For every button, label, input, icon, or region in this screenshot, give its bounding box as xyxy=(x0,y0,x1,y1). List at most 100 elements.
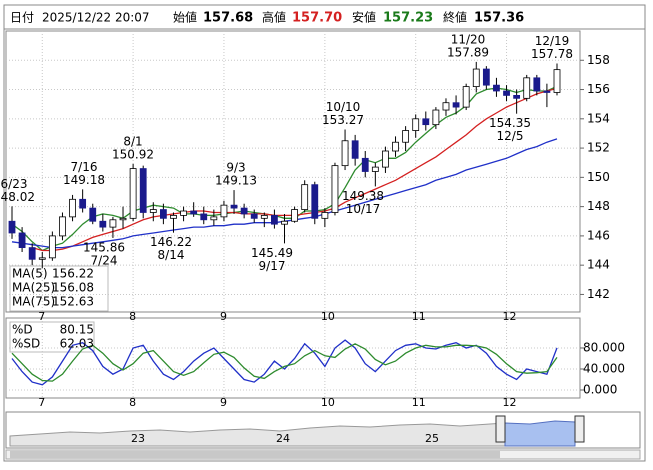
price-panel xyxy=(5,30,581,313)
legend-value: 156.08 xyxy=(52,281,94,295)
y-tick-label: 150 xyxy=(587,170,610,184)
x-tick-label: 7 xyxy=(38,396,45,409)
candle-body xyxy=(250,213,258,219)
candle-body xyxy=(382,150,389,168)
legend-value: 62.03 xyxy=(60,337,94,351)
range-handle-right[interactable] xyxy=(574,415,585,443)
candle-body xyxy=(281,220,288,225)
candle-body xyxy=(321,212,329,219)
candle-body xyxy=(472,68,480,88)
navigator-label: 24 xyxy=(276,432,290,445)
range-handle-left[interactable] xyxy=(495,415,506,443)
candle-body xyxy=(271,215,278,225)
ma-legend xyxy=(9,265,109,312)
candle-body xyxy=(129,168,137,219)
legend-name: MA(25) xyxy=(12,281,55,295)
annotation-value: 153.27 xyxy=(322,113,364,127)
close-value: 157.36 xyxy=(474,11,524,26)
candle-body xyxy=(442,102,450,111)
candle-body xyxy=(351,140,359,159)
candle-body xyxy=(533,77,541,92)
navigator-area xyxy=(9,422,506,447)
candle-body xyxy=(301,184,309,210)
annotation-date: 8/14 xyxy=(158,248,185,262)
annotation-date: 6/23 xyxy=(1,177,28,191)
candle-body xyxy=(412,118,420,131)
x-tick-label: 8 xyxy=(129,310,136,323)
low-label: 安値 xyxy=(352,10,376,25)
low-value: 157.23 xyxy=(383,11,433,26)
candle-body xyxy=(170,215,177,219)
y-tick-label: 40.000 xyxy=(583,361,625,375)
candle-body xyxy=(109,219,117,228)
annotation-date: 7/24 xyxy=(91,253,118,267)
legend-name: MA(75) xyxy=(12,295,55,309)
x-tick-label: 8 xyxy=(129,396,136,409)
high-value: 157.70 xyxy=(292,11,342,26)
candle-body xyxy=(28,247,36,260)
stoch-legend xyxy=(9,321,95,353)
scrollbar-thumb[interactable] xyxy=(10,451,500,458)
candle-body xyxy=(523,77,531,99)
candle-body xyxy=(8,220,16,234)
x-tick-label: 9 xyxy=(220,310,227,323)
candle-body xyxy=(200,213,208,221)
annotation-value: 149.13 xyxy=(215,174,257,188)
close-label: 終値 xyxy=(443,10,467,25)
annotation-value: 149.38 xyxy=(342,189,384,203)
annotation-value: 149.18 xyxy=(63,173,105,187)
annotation-date: 7/16 xyxy=(71,160,98,174)
annotation-value: 145.49 xyxy=(251,246,293,260)
candle-body xyxy=(89,207,97,222)
y-tick-label: 148 xyxy=(587,199,610,213)
candle-body xyxy=(38,257,46,260)
candle-body xyxy=(99,220,107,228)
candle-body xyxy=(260,215,268,219)
legend-value: 156.22 xyxy=(52,267,94,281)
candle-body xyxy=(543,90,551,93)
candle-body xyxy=(331,165,339,213)
series-line xyxy=(11,343,558,382)
candle-body xyxy=(371,166,379,172)
x-tick-label: 12 xyxy=(503,310,517,323)
annotation-date: 12/19 xyxy=(535,34,570,48)
x-tick-label: 10 xyxy=(321,396,335,409)
candle-body xyxy=(422,118,430,126)
annotation-date: 9/3 xyxy=(226,161,245,175)
annotation-value: 157.89 xyxy=(447,45,489,59)
date-label: 日付 xyxy=(10,11,34,25)
candle-body xyxy=(159,209,167,219)
y-tick-label: 146 xyxy=(587,228,610,242)
series-line xyxy=(11,339,558,386)
header-bar xyxy=(3,4,646,30)
open-label: 始値 xyxy=(173,10,197,25)
candle-body xyxy=(230,204,238,209)
candle-body xyxy=(180,210,187,216)
datetime: 2025/12/22 20:07 xyxy=(42,11,150,25)
candle-body xyxy=(220,204,228,218)
annotation-value: 154.35 xyxy=(489,116,531,130)
annotation-date: 11/20 xyxy=(451,32,486,46)
candle-body xyxy=(361,157,369,172)
legend-value: 152.63 xyxy=(52,295,94,309)
annotation-date: 10/17 xyxy=(346,202,381,216)
candle-body xyxy=(149,209,157,213)
x-tick-label: 11 xyxy=(412,310,426,323)
navigator-label: 23 xyxy=(131,432,145,445)
annotation-date: 10/10 xyxy=(326,100,361,114)
x-tick-label: 11 xyxy=(412,396,426,409)
candle-body xyxy=(482,68,490,86)
candle-body xyxy=(392,141,399,152)
candle-body xyxy=(190,210,198,215)
annotation-date: 12/5 xyxy=(497,129,524,143)
open-value: 157.68 xyxy=(203,11,253,26)
y-tick-label: 142 xyxy=(587,287,610,301)
navigator-selection[interactable] xyxy=(504,420,576,447)
candle-body xyxy=(210,216,218,221)
candle-body xyxy=(291,209,298,222)
candle-body xyxy=(240,207,248,215)
y-tick-label: 0.000 xyxy=(583,383,617,397)
stoch-panel xyxy=(5,317,581,399)
candle-body xyxy=(79,198,87,209)
y-tick-label: 158 xyxy=(587,53,610,67)
